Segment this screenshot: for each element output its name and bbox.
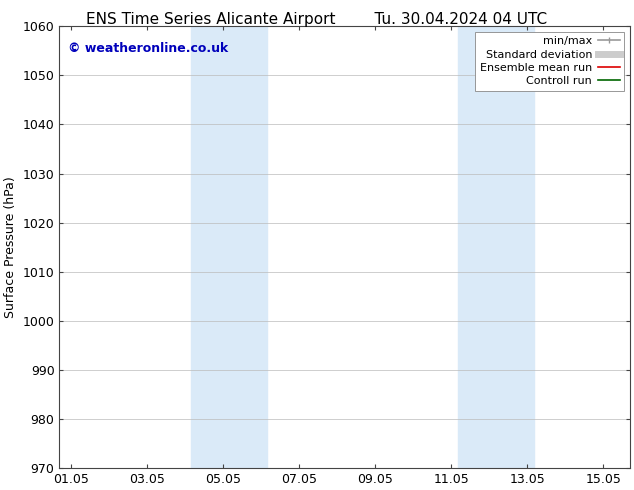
- Text: © weatheronline.co.uk: © weatheronline.co.uk: [68, 42, 228, 55]
- Legend: min/max, Standard deviation, Ensemble mean run, Controll run: min/max, Standard deviation, Ensemble me…: [476, 32, 624, 91]
- Bar: [458, 26, 534, 468]
- Bar: [191, 26, 268, 468]
- Y-axis label: Surface Pressure (hPa): Surface Pressure (hPa): [4, 176, 17, 318]
- Text: ENS Time Series Alicante Airport        Tu. 30.04.2024 04 UTC: ENS Time Series Alicante Airport Tu. 30.…: [86, 12, 548, 27]
